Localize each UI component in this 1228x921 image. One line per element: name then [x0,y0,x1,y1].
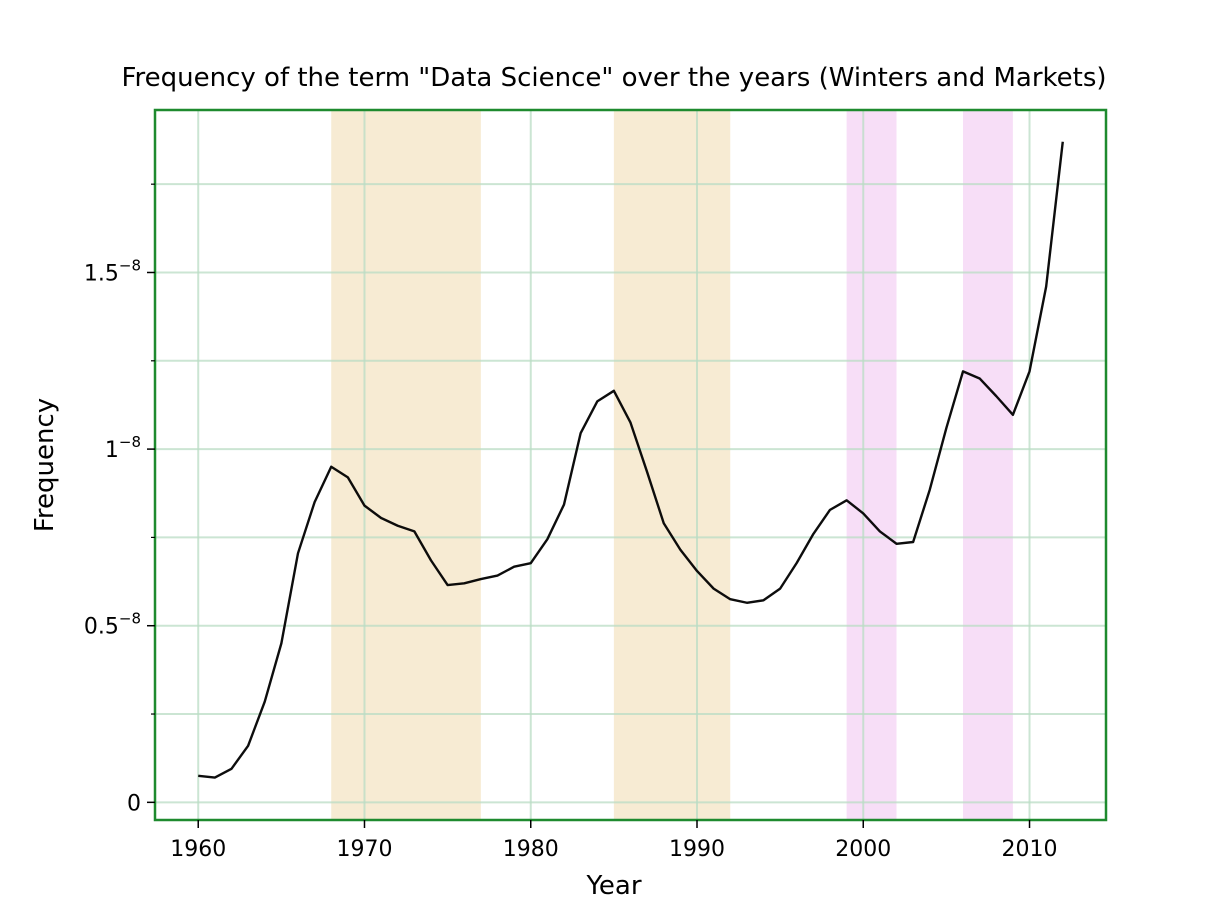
x-tick-label: 1970 [336,837,392,862]
x-axis-label: Year [585,871,641,901]
x-tick-label: 2000 [835,837,891,862]
plot-frame [153,108,1108,822]
x-tick-label: 1990 [669,837,725,862]
frequency-line [198,141,1064,779]
market-period-band [963,110,1013,820]
x-tick-label: 1960 [170,837,226,862]
chart-title: Frequency of the term "Data Science" ove… [121,63,1106,93]
winter-period-band [331,110,481,820]
y-axis-label: Frequency [30,398,60,532]
y-tick-label: 0.5−8 [84,610,141,640]
market-period-band [846,110,897,820]
plot-area: 1960 1970 1980 1990 2000 2010 0 0.5−8 1−8 1.5−8 [84,108,1108,862]
y-tick-label: 1−8 [105,433,141,463]
y-tick-label: 1.5−8 [84,256,141,286]
x-tick-label: 1980 [503,837,559,862]
y-tick-label: 0 [127,791,141,816]
winter-period-band [613,110,731,820]
x-tick-label: 2010 [1002,837,1058,862]
